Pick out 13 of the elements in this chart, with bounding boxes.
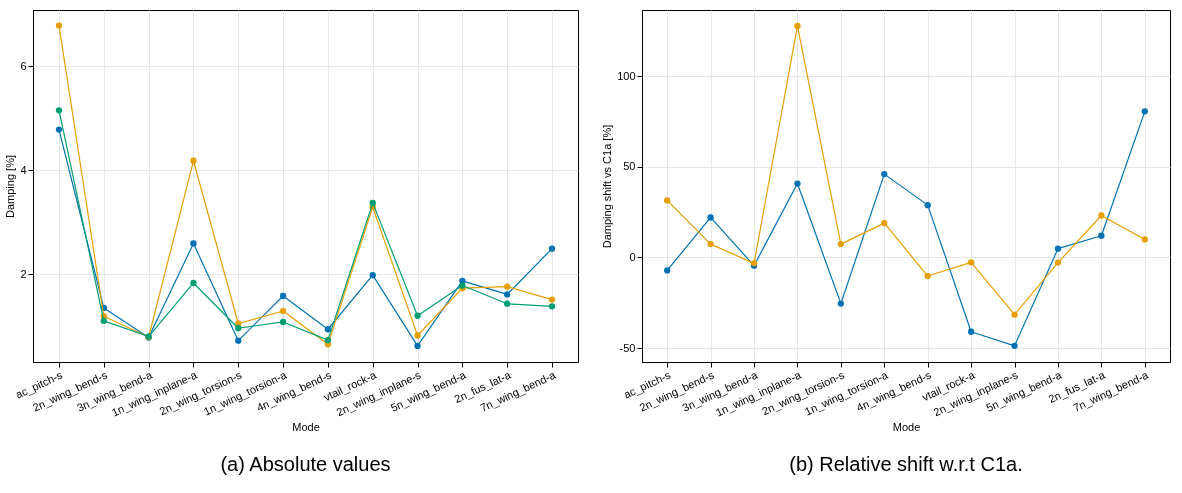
y-tick-label: 4 [20, 163, 27, 176]
text: (a) Absolute values [220, 453, 391, 475]
x-axis-title: Mode [892, 421, 921, 434]
y-tick-label: 6 [20, 59, 27, 72]
y-axis-title: Damping shift vs C1a [%] [601, 124, 614, 249]
y-tick-label: 100 [617, 69, 636, 82]
y-tick-label: -50 [619, 341, 636, 354]
y-tick-label: 2 [20, 267, 27, 280]
y-tick-label: 50 [623, 160, 636, 173]
text: (b) Relative shift w.r.t C1a. [789, 453, 1023, 475]
y-tick-label: 0 [629, 250, 636, 263]
x-axis-title: Mode [292, 421, 320, 434]
y-axis-title: Damping [%] [4, 155, 17, 218]
